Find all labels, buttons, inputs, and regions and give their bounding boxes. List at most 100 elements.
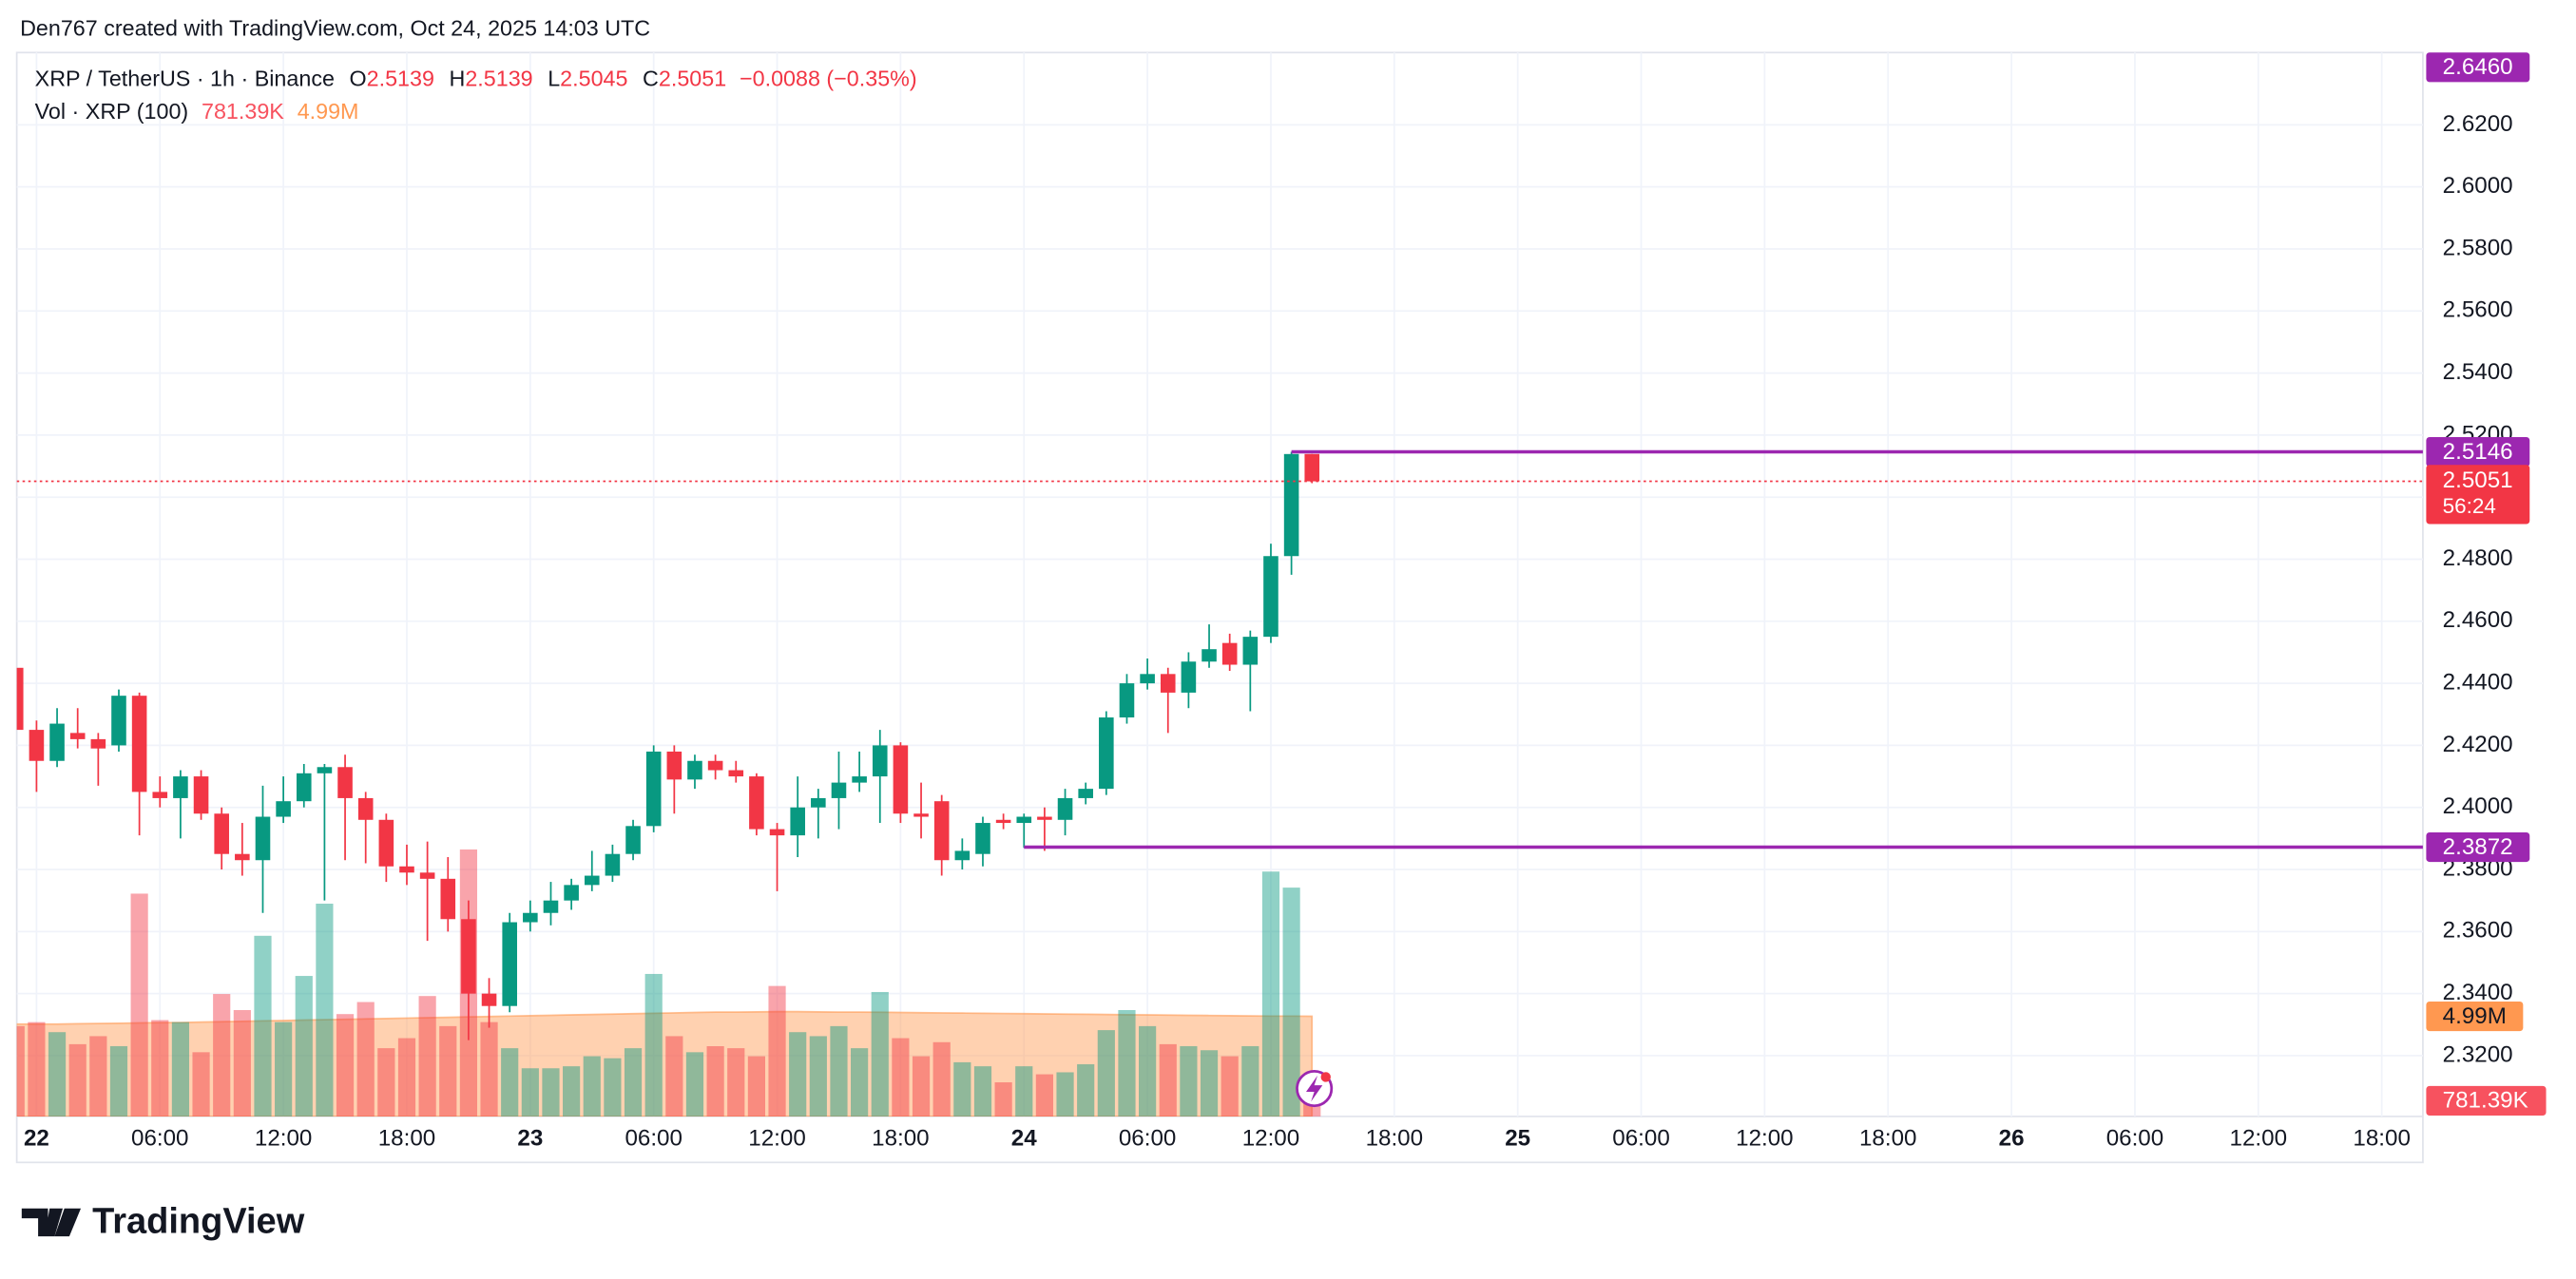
volume-bar: [624, 1048, 643, 1117]
volume-bar: [912, 1056, 931, 1117]
candle-body: [1078, 789, 1093, 798]
volume-bar: [418, 996, 436, 1117]
volume-bar: [1200, 1050, 1219, 1117]
candle-body: [235, 853, 250, 861]
volume-bar: [171, 1021, 190, 1117]
candle-body: [1119, 683, 1135, 718]
brand-name: TradingView: [92, 1201, 305, 1241]
candle-body: [852, 776, 867, 783]
x-tick-label: 26: [1999, 1126, 2025, 1152]
candle-body: [16, 667, 24, 731]
last-price-label: 2.5051: [2443, 468, 2513, 493]
ohlc-letter: H: [450, 67, 466, 91]
candle-body: [564, 885, 579, 901]
volume-bar: [747, 1056, 765, 1117]
y-tick-label: 2.3200: [2443, 1041, 2513, 1067]
volume-bar: [213, 994, 231, 1117]
plot-area: [16, 449, 2423, 1117]
candle-body: [769, 829, 785, 836]
candle-body: [69, 733, 86, 739]
volume-bar: [871, 991, 889, 1117]
volume-bar: [336, 1014, 355, 1117]
x-tick-label: 12:00: [748, 1126, 806, 1152]
volume-bar: [644, 973, 663, 1117]
y-tick-label: 2.6000: [2443, 173, 2513, 199]
y-tick-label: 2.4800: [2443, 545, 2513, 571]
volume-bar: [130, 893, 148, 1117]
candle-body: [1057, 797, 1073, 820]
x-tick-label: 06:00: [131, 1126, 189, 1152]
x-tick-label: 24: [1011, 1126, 1037, 1152]
x-tick-label: 22: [24, 1126, 49, 1152]
candle-body: [707, 760, 723, 771]
candle-body: [378, 819, 394, 867]
x-tick-label: 25: [1505, 1126, 1530, 1152]
ohlc-letter: C: [643, 67, 659, 91]
symbol: XRP / TetherUS · 1h · Binance: [35, 67, 335, 91]
volume-bar: [706, 1046, 724, 1117]
volume-bar: [953, 1061, 971, 1117]
x-tick-label: 12:00: [1736, 1126, 1794, 1152]
candle-body: [1160, 674, 1176, 693]
volume-bar: [275, 1021, 293, 1117]
y-tick-label: 2.4000: [2443, 793, 2513, 819]
y-tick-label: 2.3400: [2443, 980, 2513, 1005]
volume-bar: [254, 935, 272, 1117]
y-tick-label: 2.4200: [2443, 732, 2513, 757]
y-tick-label: 2.5800: [2443, 235, 2513, 260]
volume-ma-label: 4.99M: [2443, 1003, 2507, 1029]
candle-body: [872, 745, 888, 777]
candle-body: [975, 823, 990, 854]
candle-body: [49, 723, 65, 761]
x-tick-label: 23: [517, 1126, 543, 1152]
volume-bar: [192, 1052, 210, 1117]
candle-body: [111, 696, 126, 746]
ohlc-value: 2.5139: [465, 67, 532, 91]
candle-body: [419, 872, 435, 879]
candle-body: [831, 782, 847, 798]
attribution: Den767 created with TradingView.com, Oct…: [20, 15, 650, 40]
brand-logo: TradingView: [21, 1201, 305, 1241]
candle-body: [790, 807, 805, 836]
volume-bar: [892, 1038, 910, 1117]
legend-line: XRP / TetherUS · 1h · Binance O2.5139 H2.5…: [35, 67, 917, 91]
volume-bar: [109, 1046, 128, 1117]
candle-body: [995, 819, 1011, 824]
volume-bar: [1241, 1046, 1259, 1117]
volume-ma-label-box: [2426, 1001, 2524, 1032]
x-tick-label: 12:00: [1242, 1126, 1299, 1152]
candle-body: [543, 900, 559, 913]
candle-body: [1099, 717, 1114, 790]
volume-bar: [316, 904, 334, 1117]
candle-body: [666, 751, 682, 780]
ohlc-value: 2.5045: [560, 67, 627, 91]
last-price-box: [2426, 465, 2530, 525]
volume-bar: [1261, 871, 1280, 1117]
volume-label-box: [2426, 1085, 2547, 1116]
volume-ma-area: [16, 1010, 1314, 1117]
x-tick-label: 18:00: [1859, 1126, 1917, 1152]
volume-bar: [16, 1025, 25, 1117]
volume-bar: [994, 1082, 1012, 1117]
volume-bar: [501, 1048, 519, 1117]
volume-bar: [439, 1025, 457, 1117]
candle-body: [255, 816, 271, 861]
volume-bar: [685, 1052, 704, 1117]
x-tick-label: 12:00: [255, 1126, 313, 1152]
ohlc-letter: O: [350, 67, 367, 91]
volume-bar: [480, 1021, 498, 1117]
y-tick-label: 2.5600: [2443, 297, 2513, 323]
volume-bar: [1015, 1066, 1033, 1117]
candle-body: [131, 696, 147, 792]
volume-bar: [295, 976, 313, 1117]
candle-body: [1283, 453, 1299, 557]
candle-body: [461, 919, 476, 994]
ohlc-value: 2.5139: [367, 67, 434, 91]
volume-bar: [1282, 888, 1300, 1117]
candle-body: [276, 801, 291, 817]
candle-body: [893, 745, 909, 814]
candle-body: [1181, 661, 1197, 693]
volume-bar: [665, 1036, 683, 1117]
candle-body: [728, 770, 744, 777]
candle-body: [502, 922, 517, 1006]
